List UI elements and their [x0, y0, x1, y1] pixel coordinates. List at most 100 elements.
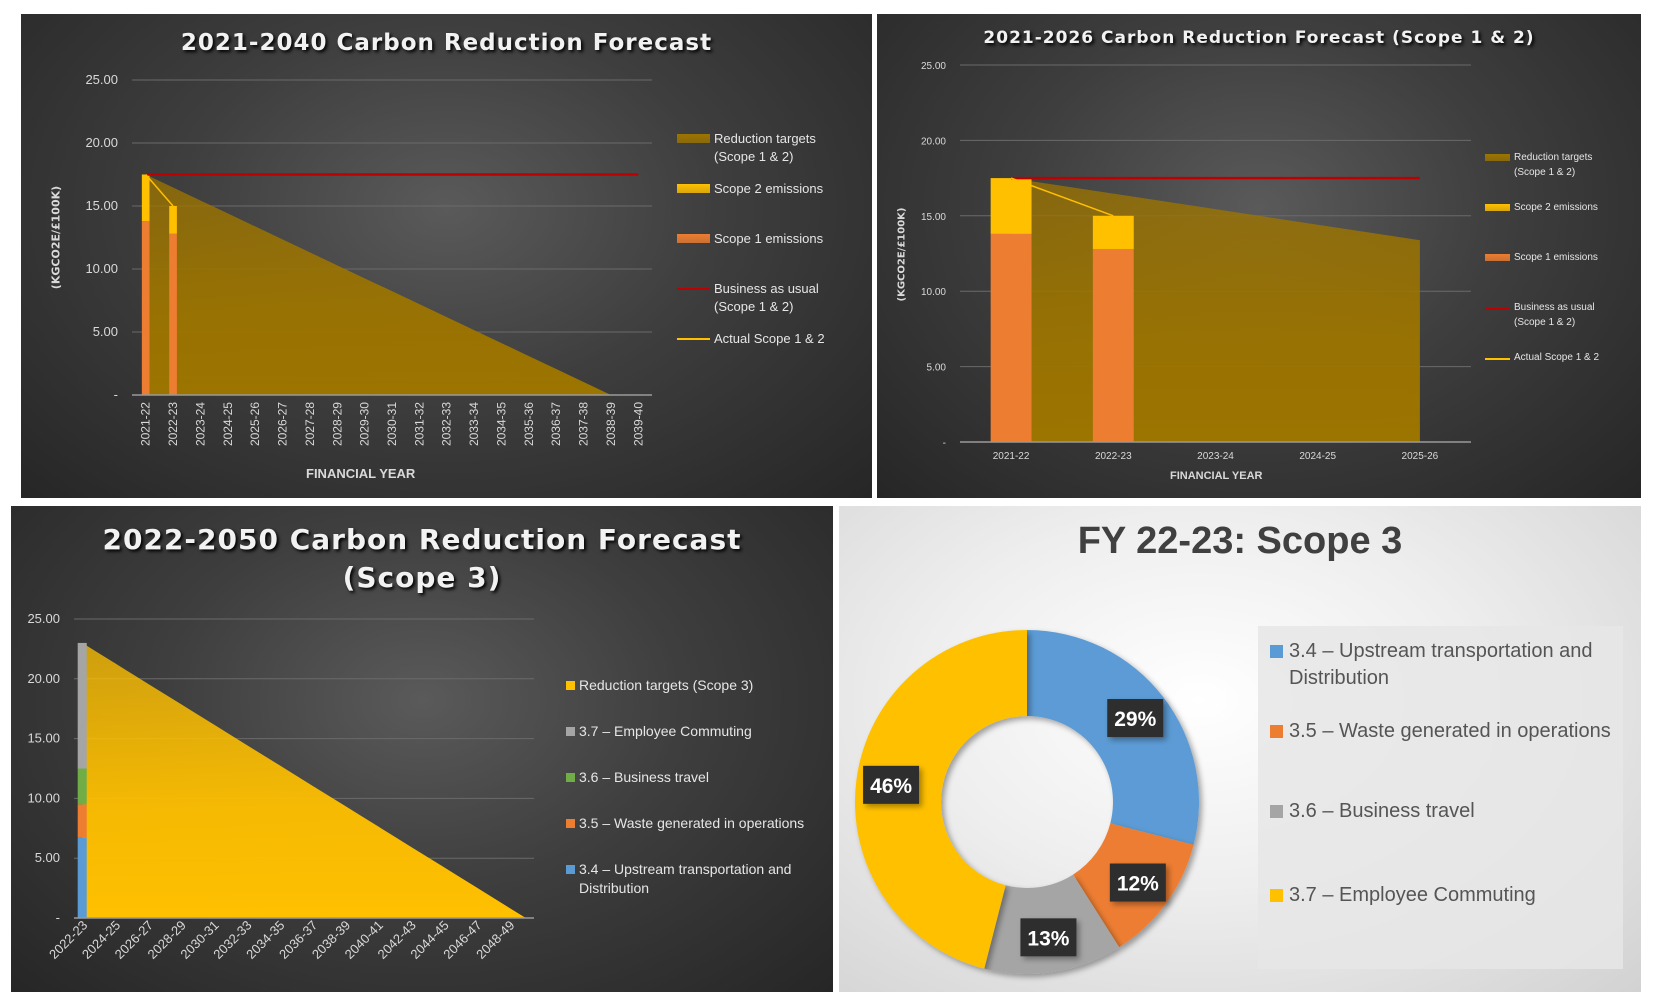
x-axis-label: FINANCIAL YEAR: [306, 466, 416, 481]
data-label: 12%: [1117, 873, 1159, 896]
y-tick-label: -: [114, 387, 118, 402]
legend-label: Scope 2 emissions: [714, 181, 824, 196]
x-tick-label: 2037-38: [577, 402, 591, 446]
legend-swatch-icon: [677, 234, 710, 243]
legend-label: Reduction targets: [714, 131, 816, 146]
y-tick-label: 5.00: [93, 324, 118, 339]
y-tick-label: 15.00: [27, 731, 60, 746]
bar-scope-1-emissions: [1092, 248, 1134, 442]
bar-3-7-employee-commuting: [77, 642, 87, 769]
chart-2021-2026-panel: 2021-2026 Carbon Reduction Forecast (Sco…: [877, 14, 1641, 498]
y-tick-label: 10.00: [27, 790, 60, 805]
legend-item[interactable]: Reduction targets (Scope 1 & 2): [677, 130, 816, 166]
legend-label: 3.5 – Waste generated in operations: [1289, 720, 1611, 742]
legend-label: (Scope 1 & 2): [1514, 167, 1576, 178]
data-label-box: [1020, 918, 1077, 957]
chart-title: 2021-2040 Carbon Reduction Forecast: [180, 30, 713, 56]
legend-item[interactable]: Actual Scope 1 & 2: [677, 330, 825, 348]
y-tick-label: 20.00: [27, 671, 60, 686]
legend-item[interactable]: Scope 1 emissions: [1485, 250, 1598, 265]
bar-scope-1-emissions: [990, 233, 1032, 442]
bar-scope-2-emissions: [1092, 215, 1134, 249]
legend-item[interactable]: 3.5 – Waste generated in operations: [1270, 718, 1611, 745]
legend-swatch-icon: [1485, 254, 1510, 261]
y-tick-label: 15.00: [921, 212, 946, 223]
legend-label: Distribution: [1289, 667, 1390, 689]
bar-scope-2-emissions: [141, 174, 150, 222]
y-tick-label: 20.00: [921, 136, 946, 147]
legend-label: 3.6 – Business travel: [1289, 800, 1475, 822]
legend-item[interactable]: 3.4 – Upstream transportation and Distrib…: [566, 860, 791, 898]
legend-item[interactable]: Scope 1 emissions: [677, 230, 823, 248]
x-tick-label: 2024-25: [1299, 451, 1336, 462]
legend-label: 3.4 – Upstream transportation and: [1289, 640, 1593, 662]
x-tick-label: 2021-22: [139, 402, 153, 446]
y-axis-label: (KGCO2E/£100K): [896, 207, 908, 302]
data-label: 46%: [870, 775, 912, 798]
legend-label: (Scope 1 & 2): [1514, 317, 1576, 328]
legend-label: 3.7 – Employee Commuting: [579, 723, 752, 739]
legend-item[interactable]: Reduction targets (Scope 1 & 2): [1485, 150, 1592, 180]
legend-label: (Scope 1 & 2): [714, 299, 794, 314]
donut-slice: [854, 630, 1027, 969]
legend-item[interactable]: Actual Scope 1 & 2: [1485, 350, 1599, 365]
area-reduction-targets-scope-3-: [82, 642, 526, 918]
legend-swatch-icon: [1485, 358, 1510, 360]
chart-plot: - 5.00 10.00 15.00 20.00 25.00 2021-22 2022-23 2…: [921, 61, 1471, 462]
legend-swatch-icon: [1485, 154, 1510, 161]
legend-item[interactable]: Business as usual (Scope 1 & 2): [677, 280, 819, 316]
x-tick-label: 2036-37: [549, 402, 563, 446]
x-tick-label: 2029-30: [358, 402, 372, 446]
y-axis-label: (KGCO2E/£100K): [49, 185, 63, 290]
x-tick-label: 2033-34: [467, 402, 481, 446]
legend-item[interactable]: 3.7 – Employee Commuting: [1270, 882, 1536, 909]
legend-swatch-icon: [1485, 204, 1510, 211]
legend-swatch-icon: [677, 184, 710, 193]
bar-3-6-business-travel: [77, 768, 87, 805]
legend-swatch-icon: [677, 338, 710, 340]
bar-scope-1-emissions: [169, 233, 177, 395]
legend-item[interactable]: Scope 2 emissions: [1485, 200, 1598, 215]
y-tick-label: 20.00: [85, 135, 118, 150]
y-tick-label: 15.00: [85, 198, 118, 213]
data-label-box: [863, 765, 920, 804]
legend-swatch-icon: [566, 819, 575, 828]
y-tick-label: 25.00: [921, 61, 946, 72]
legend-swatch-icon: [677, 288, 710, 290]
chart-title-line-1: 2022-2050 Carbon Reduction Forecast: [102, 523, 742, 556]
legend-swatch-icon: [566, 773, 575, 782]
legend-label: (Scope 1 & 2): [714, 149, 794, 164]
legend-item[interactable]: 3.6 – Business travel: [1270, 798, 1475, 825]
legend-item[interactable]: 3.4 – Upstream transportation and Distrib…: [1270, 638, 1593, 692]
legend-item[interactable]: 3.5 – Waste generated in operations: [566, 814, 804, 833]
bar-scope-2-emissions: [169, 206, 177, 234]
x-tick-label: 2032-33: [440, 402, 454, 446]
x-tick-label: 2031-32: [412, 402, 426, 446]
legend-item[interactable]: Business as usual (Scope 1 & 2): [1485, 300, 1595, 330]
legend-swatch-icon: [566, 681, 575, 690]
y-tick-label: 25.00: [85, 72, 118, 87]
data-label: 29%: [1114, 708, 1156, 731]
legend-label: 3.7 – Employee Commuting: [1289, 884, 1536, 906]
legend-item[interactable]: 3.7 – Employee Commuting: [566, 722, 752, 741]
legend-label: Scope 2 emissions: [1514, 202, 1598, 213]
bar-scope-1-emissions: [141, 221, 150, 395]
legend-item[interactable]: Scope 2 emissions: [677, 180, 823, 198]
chart-legend: 3.4 – Upstream transportation and Distrib…: [1258, 626, 1623, 969]
x-tick-label: 2022-23: [166, 402, 180, 446]
legend-swatch-icon: [1270, 889, 1283, 902]
x-tick-label: 2035-36: [522, 402, 536, 446]
legend-swatch-icon: [1270, 645, 1283, 658]
line-actual-scope-1-2: [1010, 177, 1114, 217]
data-label-box: [1109, 863, 1166, 902]
legend-label: Scope 1 emissions: [1514, 252, 1598, 263]
legend-label: Business as usual: [714, 281, 819, 296]
x-tick-label: 2038-39: [604, 402, 618, 446]
bar-scope-2-emissions: [990, 178, 1032, 234]
y-tick-label: 10.00: [921, 287, 946, 298]
legend-item[interactable]: 3.6 – Business travel: [566, 768, 709, 787]
x-tick-label: 2034-35: [494, 402, 508, 446]
legend-label: 3.6 – Business travel: [579, 769, 709, 785]
legend-label: Reduction targets (Scope 3): [579, 677, 754, 693]
legend-item[interactable]: Reduction targets (Scope 3): [566, 676, 753, 695]
